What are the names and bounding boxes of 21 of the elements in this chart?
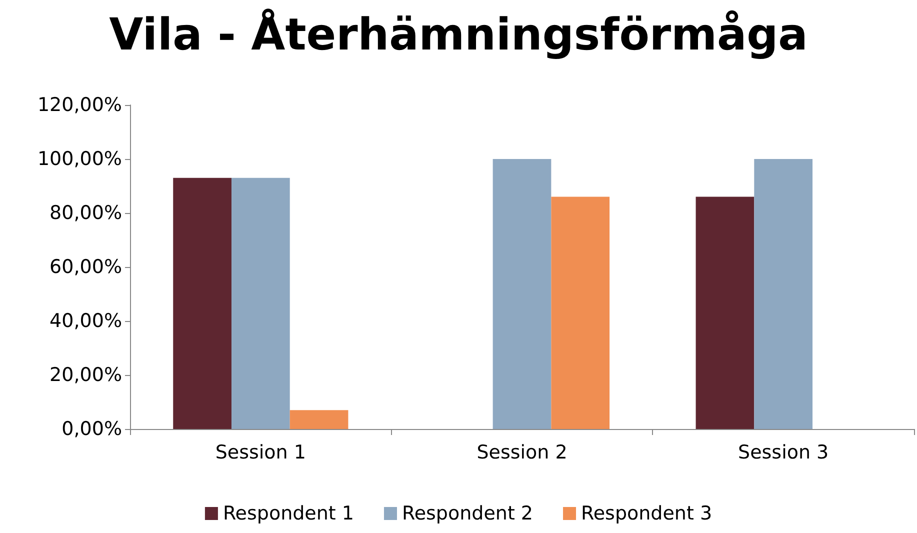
bar [754,159,813,429]
bar [551,196,610,429]
y-tick-label: 40,00% [50,310,122,332]
bar [231,178,290,429]
bar [492,159,552,429]
y-tick-label: 100,00% [37,148,122,170]
y-tick-label: 0,00% [62,418,122,440]
y-tick-label: 80,00% [50,202,122,224]
y-tick-label: 20,00% [50,364,122,386]
bar [696,196,754,429]
x-tick-label: Session 2 [476,442,568,464]
x-tick-label: Session 3 [738,442,829,464]
y-tick-label: 60,00% [50,256,122,278]
legend-label: Respondent 2 [402,502,534,524]
legend-label: Respondent 3 [581,502,712,524]
x-tick-label: Session 1 [215,442,306,464]
bar [173,178,232,429]
bar [290,410,348,429]
chart-title: Vila - Återhämningsförmåga [109,8,808,60]
legend-label: Respondent 1 [222,502,354,524]
y-tick-label: 120,00% [37,94,122,116]
